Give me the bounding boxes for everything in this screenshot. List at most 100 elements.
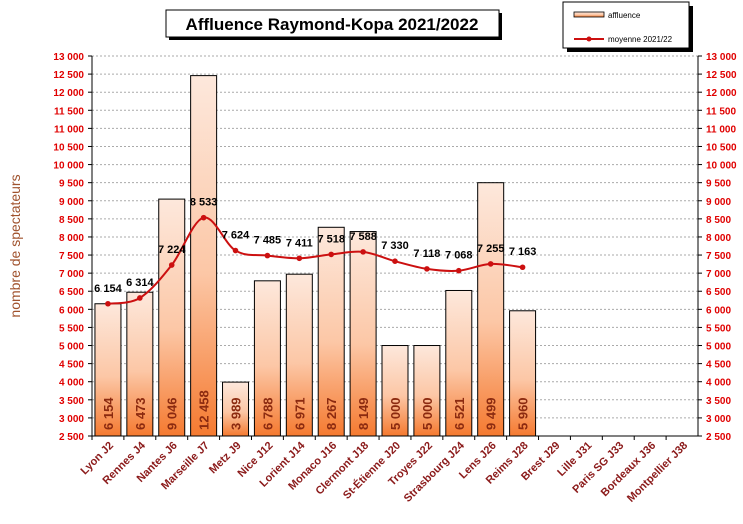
average-point bbox=[137, 295, 143, 301]
y-tick-label: 2 500 bbox=[59, 432, 84, 443]
average-value-label: 7 588 bbox=[349, 231, 377, 243]
y-tick-label-right: 11 500 bbox=[706, 106, 736, 117]
x-tick-label: Montpellier J38 bbox=[625, 440, 690, 505]
y-tick-label: 6 500 bbox=[59, 287, 84, 298]
y-tick-label-right: 12 000 bbox=[706, 88, 737, 99]
average-value-label: 7 255 bbox=[477, 243, 505, 255]
average-point bbox=[328, 251, 335, 258]
bar-value-label: 6 788 bbox=[260, 397, 275, 430]
bar-value-label: 9 499 bbox=[484, 397, 499, 430]
bar bbox=[349, 231, 377, 437]
bar-value-label: 12 458 bbox=[197, 390, 212, 430]
y-tick-label: 5 500 bbox=[59, 323, 84, 334]
y-tick-label: 4 500 bbox=[59, 360, 84, 371]
y-tick-label-right: 6 500 bbox=[706, 287, 731, 298]
average-value-label: 7 485 bbox=[254, 235, 282, 247]
y-tick-label: 12 500 bbox=[53, 70, 84, 81]
y-tick-label: 12 000 bbox=[53, 88, 84, 99]
y-tick-label-right: 12 500 bbox=[706, 70, 737, 81]
bar bbox=[477, 182, 505, 437]
bar-value-label: 5 960 bbox=[516, 397, 531, 430]
y-tick-label-right: 7 500 bbox=[706, 251, 731, 262]
average-value-label: 7 068 bbox=[445, 250, 473, 262]
y-tick-label: 7 000 bbox=[59, 269, 84, 280]
average-point bbox=[296, 255, 303, 262]
bar-value-label: 5 000 bbox=[420, 397, 435, 430]
y-tick-label: 10 000 bbox=[53, 161, 84, 172]
y-tick-label-right: 8 000 bbox=[706, 233, 731, 244]
average-point bbox=[519, 264, 526, 271]
bar bbox=[222, 381, 250, 437]
legend-label-affluence: affluence bbox=[608, 11, 641, 20]
average-point bbox=[424, 266, 430, 272]
y-tick-label-right: 5 500 bbox=[706, 323, 731, 334]
y-tick-label: 5 000 bbox=[59, 342, 84, 353]
y-tick-label: 3 000 bbox=[59, 414, 84, 425]
y-tick-label: 6 000 bbox=[59, 305, 84, 316]
average-point bbox=[360, 249, 366, 255]
bar-value-label: 8 149 bbox=[356, 397, 371, 430]
y-tick-label: 8 000 bbox=[59, 233, 84, 244]
average-value-label: 6 154 bbox=[94, 283, 122, 295]
average-point bbox=[168, 262, 175, 268]
bar-value-label: 3 989 bbox=[229, 397, 244, 430]
y-tick-label-right: 4 000 bbox=[706, 378, 731, 389]
average-value-label: 7 411 bbox=[286, 237, 313, 249]
average-point bbox=[105, 300, 111, 307]
y-tick-label-right: 11 000 bbox=[706, 124, 736, 135]
bar-value-label: 6 154 bbox=[101, 397, 116, 430]
average-value-label: 8 533 bbox=[190, 197, 218, 209]
title-box bbox=[165, 9, 500, 38]
y-tick-label: 9 000 bbox=[59, 197, 84, 208]
y-tick-label-right: 10 500 bbox=[706, 142, 737, 153]
average-value-label: 7 518 bbox=[317, 233, 345, 245]
bar bbox=[445, 289, 473, 437]
bar bbox=[317, 226, 345, 437]
y-tick-label-right: 3 000 bbox=[706, 414, 731, 425]
y-tick-label-right: 7 000 bbox=[706, 269, 731, 280]
y-axis-label: nombre de spectateurs bbox=[7, 174, 23, 317]
legend-label-moyenne: moyenne 2021/22 bbox=[608, 35, 673, 44]
average-point bbox=[232, 247, 239, 254]
bar bbox=[253, 280, 281, 437]
x-tick-label: St-Étienne J20 bbox=[340, 439, 403, 502]
bar bbox=[413, 345, 441, 437]
y-tick-label-right: 4 500 bbox=[706, 360, 731, 371]
average-value-label: 7 330 bbox=[381, 240, 409, 252]
y-tick-label-right: 9 000 bbox=[706, 197, 731, 208]
y-tick-label: 10 500 bbox=[53, 142, 84, 153]
bar-value-label: 9 046 bbox=[165, 397, 180, 430]
bar bbox=[285, 273, 313, 437]
y-tick-label: 3 500 bbox=[59, 396, 84, 407]
y-tick-label: 4 000 bbox=[59, 378, 84, 389]
average-point bbox=[455, 267, 462, 274]
y-tick-label-right: 8 500 bbox=[706, 215, 731, 226]
bar-value-label: 6 521 bbox=[452, 397, 467, 430]
average-value-label: 7 163 bbox=[509, 246, 537, 258]
bar-value-label: 8 267 bbox=[324, 397, 339, 430]
bar-value-label: 6 473 bbox=[133, 397, 148, 430]
bar bbox=[126, 291, 154, 437]
average-point bbox=[264, 252, 271, 259]
y-tick-label: 7 500 bbox=[59, 251, 84, 262]
y-tick-label-right: 9 500 bbox=[706, 179, 731, 190]
average-value-label: 7 624 bbox=[222, 230, 250, 242]
bar bbox=[158, 198, 186, 437]
average-point bbox=[487, 261, 494, 267]
average-value-label: 7 224 bbox=[158, 244, 186, 256]
legend-swatch-affluence bbox=[573, 11, 605, 18]
bar bbox=[190, 75, 218, 437]
legend: affluence moyenne 2021/22 bbox=[562, 1, 693, 52]
y-tick-label: 11 000 bbox=[54, 124, 84, 135]
bar bbox=[381, 345, 409, 437]
bar-value-label: 5 000 bbox=[388, 397, 403, 430]
y-tick-label: 8 500 bbox=[59, 215, 84, 226]
y-tick-label-right: 13 000 bbox=[706, 52, 737, 63]
y-tick-label-right: 5 000 bbox=[706, 342, 731, 353]
y-tick-label-right: 10 000 bbox=[706, 161, 737, 172]
y-tick-label-right: 2 500 bbox=[706, 432, 731, 443]
y-tick-label-right: 6 000 bbox=[706, 305, 731, 316]
chart-title: Affluence Raymond-Kopa 2021/2022 bbox=[186, 15, 479, 34]
bar-value-label: 6 971 bbox=[292, 397, 307, 430]
